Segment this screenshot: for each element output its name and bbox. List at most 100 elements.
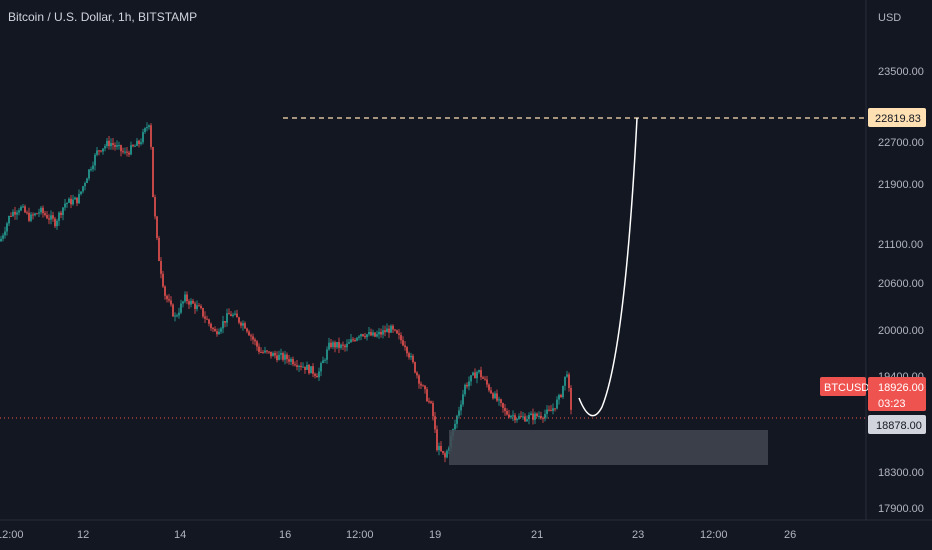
candle-body — [546, 409, 548, 414]
candles-group — [0, 122, 572, 463]
candle-body — [518, 416, 520, 419]
symbol-label-bg — [820, 377, 866, 396]
candle-body — [544, 413, 546, 419]
candle-body — [286, 354, 288, 360]
candle-body — [440, 446, 442, 451]
candle-body — [402, 340, 404, 346]
support-zone[interactable] — [449, 430, 768, 465]
candle-body — [32, 214, 34, 216]
projection-curve[interactable] — [578, 117, 638, 417]
candle-body — [200, 305, 202, 309]
candle-body — [98, 150, 100, 152]
candle-body — [226, 313, 228, 323]
candle-body — [340, 344, 342, 348]
candle-body — [558, 394, 560, 400]
symbol-label: BTCUSD — [824, 382, 869, 394]
candle-body — [400, 335, 402, 341]
candle-body — [530, 413, 532, 415]
candle-body — [312, 366, 314, 374]
candle-body — [422, 385, 424, 387]
candle-body — [470, 375, 472, 382]
candle-body — [78, 193, 80, 204]
candle-body — [132, 145, 134, 147]
candle-body — [156, 216, 158, 238]
candle-body — [396, 330, 398, 334]
candle-body — [206, 318, 208, 320]
candle-body — [184, 294, 186, 302]
time-tick: 12:00 — [346, 529, 374, 541]
candle-body — [508, 414, 510, 418]
candle-body — [166, 295, 168, 300]
candle-body — [240, 322, 242, 326]
candle-body — [278, 354, 280, 360]
candle-body — [238, 317, 240, 323]
candle-body — [570, 387, 572, 410]
candle-body — [328, 342, 330, 350]
candle-body — [386, 328, 388, 333]
candle-body — [52, 215, 54, 219]
candle-body — [526, 419, 528, 422]
candle-body — [446, 450, 448, 458]
candle-body — [208, 319, 210, 324]
candle-body — [210, 323, 212, 329]
candle-body — [134, 145, 136, 147]
candle-body — [408, 353, 410, 358]
candle-body — [424, 385, 426, 390]
candle-body — [466, 384, 468, 387]
candle-body — [364, 336, 366, 338]
candle-body — [394, 329, 396, 331]
candle-body — [262, 352, 264, 354]
time-tick: 19 — [429, 529, 441, 541]
candle-body — [122, 151, 124, 153]
candle-body — [212, 328, 214, 330]
candle-body — [146, 127, 148, 129]
candle-body — [102, 148, 104, 152]
chart-title: Bitcoin / U.S. Dollar, 1h, BITSTAMP — [8, 10, 198, 24]
candle-body — [266, 350, 268, 352]
candle-body — [254, 339, 256, 342]
candle-body — [174, 315, 176, 317]
candle-body — [354, 339, 356, 341]
candle-body — [154, 197, 156, 217]
candle-body — [178, 312, 180, 316]
price-tick: 21100.00 — [878, 239, 923, 251]
candle-body — [538, 415, 540, 417]
candle-body — [310, 366, 312, 374]
support-price-label: 18878.00 — [876, 420, 922, 432]
candle-body — [12, 211, 14, 217]
candle-body — [338, 342, 340, 348]
price-tick: 20000.00 — [878, 325, 924, 337]
price-tick: 21900.00 — [878, 179, 924, 191]
candle-body — [42, 207, 44, 214]
candle-body — [188, 301, 190, 305]
candle-body — [458, 410, 460, 416]
candle-body — [116, 145, 118, 147]
candle-body — [306, 364, 308, 370]
candle-body — [272, 353, 274, 357]
candle-body — [100, 150, 102, 152]
candle-body — [230, 314, 232, 316]
candle-body — [388, 328, 390, 333]
candle-body — [390, 325, 392, 333]
candle-body — [112, 143, 114, 145]
candle-body — [410, 355, 412, 358]
candle-body — [486, 379, 488, 385]
time-tick: 12 — [77, 529, 89, 541]
candle-body — [550, 410, 552, 412]
time-tick: 12:00 — [700, 529, 728, 541]
time-tick: 16 — [279, 529, 291, 541]
candle-body — [26, 212, 28, 214]
candle-body — [152, 146, 154, 198]
candle-body — [474, 372, 476, 379]
candle-body — [62, 207, 64, 215]
candle-body — [120, 145, 122, 152]
candle-body — [404, 345, 406, 348]
candle-body — [96, 150, 98, 155]
candle-body — [58, 212, 60, 221]
candle-body — [502, 402, 504, 409]
candle-body — [468, 381, 470, 387]
candle-body — [380, 331, 382, 335]
last-price-label-bg — [868, 377, 926, 411]
